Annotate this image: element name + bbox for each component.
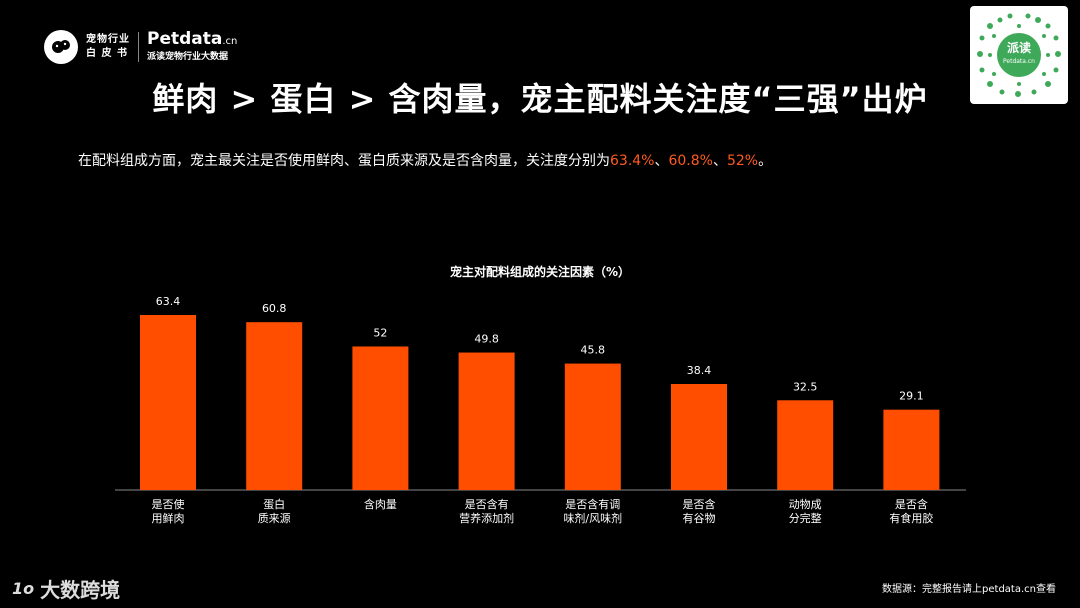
data-label-3: 52 <box>373 326 387 339</box>
brand-en-text: Petdata.cn 派读宠物行业大数据 <box>147 30 237 64</box>
data-label-7: 32.5 <box>793 380 818 393</box>
category-label-2-line-2: 质来源 <box>258 511 291 525</box>
subtitle-suffix: 。 <box>758 153 773 169</box>
page-title: 鲜肉 > 蛋白 > 含肉量，宠主配料关注度“三强”出炉 <box>152 80 928 118</box>
brand-tagline: 派读宠物行业大数据 <box>147 52 229 62</box>
bar-4 <box>458 352 515 490</box>
pet-logo-icon <box>44 30 78 64</box>
category-label-4-line-2: 营养添加剂 <box>459 511 514 525</box>
bar-6 <box>671 384 727 490</box>
category-label-6-line-2: 有谷物 <box>683 511 716 525</box>
brand-cn-text: 宠物行业 白 皮 书 <box>86 33 130 61</box>
subtitle-value-3: 52% <box>726 153 759 169</box>
footer-logo-text: 大数跨境 <box>40 578 121 602</box>
brand-divider <box>138 32 139 62</box>
category-label-1-line-1: 是否使 <box>152 498 185 511</box>
brand-cn-line2: 白 皮 书 <box>86 48 128 59</box>
category-label-5-line-1: 是否含有调 <box>565 497 620 511</box>
qr-pattern-icon <box>977 13 1061 97</box>
category-label-8-line-1: 是否含 <box>895 497 928 511</box>
brand-name-suffix: .cn <box>222 36 238 47</box>
category-label-4-line-1: 是否含有 <box>465 497 509 511</box>
data-label-1: 63.4 <box>156 295 181 308</box>
brand-name-main: Petdata <box>147 29 223 49</box>
data-label-4: 49.8 <box>474 333 499 346</box>
bar-8 <box>883 409 940 490</box>
category-label-2-line-1: 蛋白 <box>263 497 285 511</box>
category-label-6-line-1: 是否含 <box>683 497 716 511</box>
bar-2 <box>246 322 303 490</box>
bar-3 <box>352 346 409 490</box>
subtitle-prefix: 在配料组成方面，宠主最关注是否使用鲜肉、蛋白质来源及是否含肉量，关注度分别为 <box>78 153 610 169</box>
page-subtitle: 在配料组成方面，宠主最关注是否使用鲜肉、蛋白质来源及是否含肉量，关注度分别为63… <box>78 150 772 170</box>
qr-code[interactable]: 派读 Petdata.cn <box>970 6 1068 104</box>
subtitle-value-2: 60.8% <box>668 153 713 169</box>
footer-logo-mark-icon: 1o <box>12 579 35 598</box>
data-label-5: 45.8 <box>581 344 606 357</box>
data-label-6: 38.4 <box>687 364 712 377</box>
bar-1 <box>140 315 196 490</box>
brand-name: Petdata.cn <box>147 30 237 51</box>
chart-title: 宠主对配料组成的关注因素（%） <box>449 265 631 279</box>
qr-badge-text: 派读 <box>1006 41 1031 55</box>
category-label-1-line-2: 用鲜肉 <box>152 511 185 525</box>
brand-logo-group: 宠物行业 白 皮 书 Petdata.cn 派读宠物行业大数据 <box>44 30 237 64</box>
subtitle-sep-1: 、 <box>654 153 669 169</box>
subtitle-sep-2: 、 <box>712 153 727 169</box>
category-label-5-line-2: 味剂/风味剂 <box>563 511 622 525</box>
footer-logo: 1o 大数跨境 <box>12 574 120 603</box>
data-label-2: 60.8 <box>262 302 287 315</box>
category-label-8-line-2: 有食用胶 <box>889 511 933 525</box>
bar-5 <box>564 363 621 490</box>
brand-cn-line1: 宠物行业 <box>86 34 130 45</box>
category-label-3-line-1: 含肉量 <box>364 497 397 511</box>
subtitle-value-1: 63.4% <box>610 153 655 169</box>
qr-badge-sub: Petdata.cn <box>1003 58 1035 65</box>
data-label-8: 29.1 <box>899 390 924 403</box>
qr-badge: 派读 Petdata.cn <box>997 33 1041 77</box>
data-source-note: 数据源：完整报告请上petdata.cn查看 <box>882 584 1056 595</box>
category-label-7-line-1: 动物成 <box>789 497 822 511</box>
category-label-7-line-2: 分完整 <box>789 511 822 525</box>
bar-7 <box>777 400 834 490</box>
